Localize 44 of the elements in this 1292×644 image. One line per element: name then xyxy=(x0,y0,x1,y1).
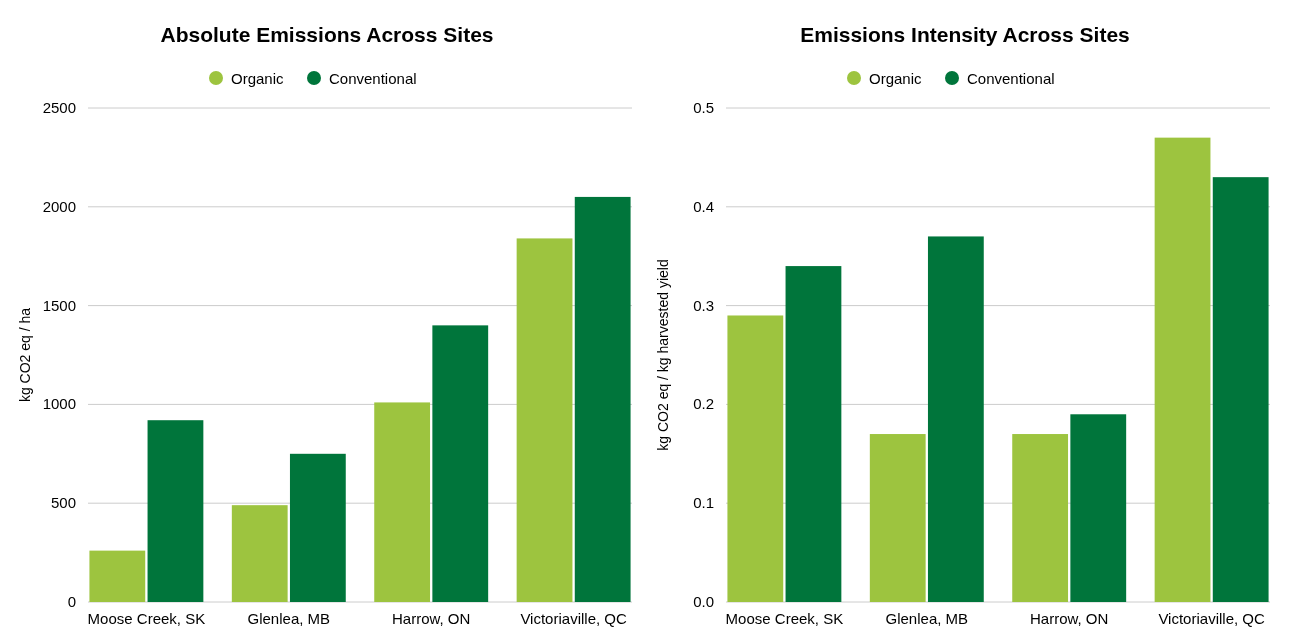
bar xyxy=(1154,137,1211,602)
bar xyxy=(1212,177,1269,602)
y-tick-label: 0.3 xyxy=(693,296,714,314)
legend-label: Organic xyxy=(231,70,285,87)
x-tick-label: Victoriaville, QC xyxy=(520,610,627,627)
y-tick-label: 0.4 xyxy=(693,197,714,215)
x-tick-label: Glenlea, MB xyxy=(885,610,969,627)
x-tick-label: Moose Creek, SK xyxy=(725,610,844,627)
y-tick-label: 500 xyxy=(50,494,76,512)
legend-label: Organic xyxy=(869,70,923,87)
bar xyxy=(231,505,288,602)
y-tick-label: 1000 xyxy=(42,395,76,413)
bar xyxy=(516,238,573,602)
legend-label: Conventional xyxy=(967,70,1055,87)
y-tick-label: 1500 xyxy=(42,296,76,314)
bar xyxy=(89,550,146,602)
legend-label: Conventional xyxy=(329,70,417,87)
y-axis-title: kg CO2 eq / kg harvested yield xyxy=(655,259,671,451)
y-tick-label: 0.0 xyxy=(693,593,714,610)
y-tick-label: 0.1 xyxy=(693,494,714,512)
bar xyxy=(869,434,926,602)
x-tick-label: Harrow, ON xyxy=(1030,610,1109,627)
x-tick-label: Moose Creek, SK xyxy=(87,610,206,627)
chart-title: Absolute Emissions Across Sites xyxy=(160,23,494,46)
x-tick-label: Glenlea, MB xyxy=(247,610,331,627)
y-tick-label: 2500 xyxy=(42,99,76,116)
bar xyxy=(432,325,489,602)
y-axis-title: kg CO2 eq / ha xyxy=(17,307,33,403)
bar xyxy=(289,453,346,602)
bar xyxy=(574,196,631,602)
bar xyxy=(1012,434,1069,602)
y-tick-label: 0.2 xyxy=(693,395,714,413)
bar xyxy=(727,315,784,602)
bar xyxy=(374,402,431,602)
x-tick-label: Harrow, ON xyxy=(392,610,471,627)
chart-title: Emissions Intensity Across Sites xyxy=(800,23,1130,46)
x-tick-label: Victoriaville, QC xyxy=(1158,610,1265,627)
y-tick-label: 0 xyxy=(67,593,76,610)
bar xyxy=(147,420,204,602)
y-tick-label: 2000 xyxy=(42,197,76,215)
y-tick-label: 0.5 xyxy=(693,99,714,116)
bar xyxy=(927,236,984,602)
bar xyxy=(1070,414,1127,602)
bar xyxy=(785,266,842,602)
